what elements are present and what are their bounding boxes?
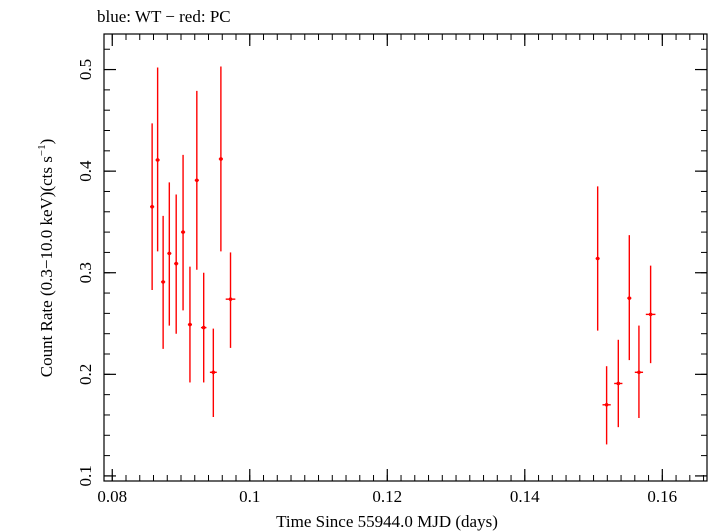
point-marker — [219, 157, 223, 161]
data-point — [194, 90, 199, 270]
x-tick-label: 0.12 — [372, 487, 402, 506]
data-point — [614, 339, 623, 428]
point-marker — [604, 403, 609, 407]
data-point — [634, 325, 644, 419]
point-marker — [211, 370, 216, 375]
data-point — [150, 123, 155, 291]
axis-ticks — [104, 34, 707, 481]
data-point — [161, 215, 166, 349]
y-tick-label: 0.2 — [76, 364, 95, 385]
data-point — [174, 194, 179, 334]
y-axis-label-superscript: −1 — [36, 144, 48, 156]
point-marker — [181, 230, 185, 234]
point-marker — [150, 204, 154, 209]
y-axis-label-main: Count Rate (0.3−10.0 keV)(cts s — [37, 156, 56, 377]
y-axis-label-close: ) — [37, 139, 56, 145]
y-axis-label: Count Rate (0.3−10.0 keV)(cts s−1) — [36, 139, 56, 378]
point-marker — [167, 251, 172, 256]
point-marker — [648, 312, 653, 317]
point-marker — [627, 296, 632, 300]
x-axis-label: Time Since 55944.0 MJD (days) — [276, 512, 498, 531]
y-tick-label: 0.5 — [76, 59, 95, 80]
data-point — [602, 366, 611, 445]
data-point — [595, 186, 600, 331]
data-point — [645, 265, 656, 364]
x-tick-label: 0.1 — [239, 487, 260, 506]
data-point — [218, 66, 223, 252]
point-marker — [161, 280, 165, 284]
data-point — [155, 67, 160, 252]
axis-tick-labels: 0.08 0.1 0.12 0.14 0.160.10.20.30.40.5 — [76, 59, 677, 506]
chart-title: blue: WT − red: PC — [97, 7, 231, 26]
x-tick-label: 0.08 — [97, 487, 127, 506]
plot-frame — [103, 33, 708, 482]
data-point — [181, 154, 186, 311]
y-tick-label: 0.4 — [76, 160, 95, 182]
data-point — [200, 272, 207, 383]
y-tick-label: 0.1 — [76, 465, 95, 486]
y-tick-label: 0.3 — [76, 262, 95, 283]
point-marker — [195, 178, 199, 183]
data-point — [167, 182, 172, 326]
data-point — [209, 328, 217, 417]
point-marker — [201, 325, 206, 330]
data-point — [225, 252, 236, 348]
point-marker — [595, 256, 600, 261]
point-marker — [228, 297, 233, 301]
x-tick-label: 0.16 — [647, 487, 677, 506]
data-point — [187, 266, 193, 383]
point-marker — [637, 370, 641, 375]
data-point — [627, 235, 632, 361]
point-marker — [188, 322, 192, 327]
point-marker — [616, 381, 621, 386]
data-points — [150, 66, 656, 445]
point-marker — [174, 261, 178, 266]
x-tick-label: 0.14 — [510, 487, 540, 506]
point-marker — [155, 158, 160, 162]
